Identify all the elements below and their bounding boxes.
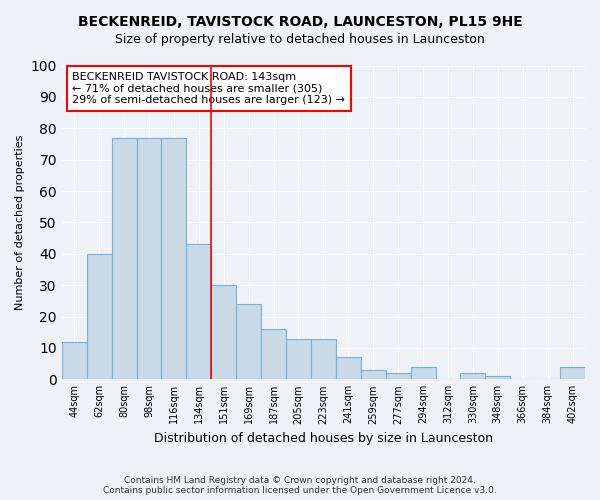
Bar [361,370,386,380]
Bar [286,338,311,380]
X-axis label: Distribution of detached houses by size in Launceston: Distribution of detached houses by size … [154,432,493,445]
Bar [386,373,410,380]
Bar [211,285,236,380]
Text: BECKENREID TAVISTOCK ROAD: 143sqm
← 71% of detached houses are smaller (305)
29%: BECKENREID TAVISTOCK ROAD: 143sqm ← 71% … [72,72,345,105]
Text: Size of property relative to detached houses in Launceston: Size of property relative to detached ho… [115,32,485,46]
Bar [236,304,261,380]
Bar [311,338,336,380]
Bar [485,376,510,380]
Text: Contains HM Land Registry data © Crown copyright and database right 2024.
Contai: Contains HM Land Registry data © Crown c… [103,476,497,495]
Bar [161,138,187,380]
Bar [336,358,361,380]
Text: BECKENREID, TAVISTOCK ROAD, LAUNCESTON, PL15 9HE: BECKENREID, TAVISTOCK ROAD, LAUNCESTON, … [77,15,523,29]
Bar [137,138,161,380]
Bar [112,138,137,380]
Bar [410,367,436,380]
Bar [560,367,585,380]
Bar [187,244,211,380]
Bar [87,254,112,380]
Bar [62,342,87,380]
Bar [460,373,485,380]
Bar [261,329,286,380]
Y-axis label: Number of detached properties: Number of detached properties [15,134,25,310]
